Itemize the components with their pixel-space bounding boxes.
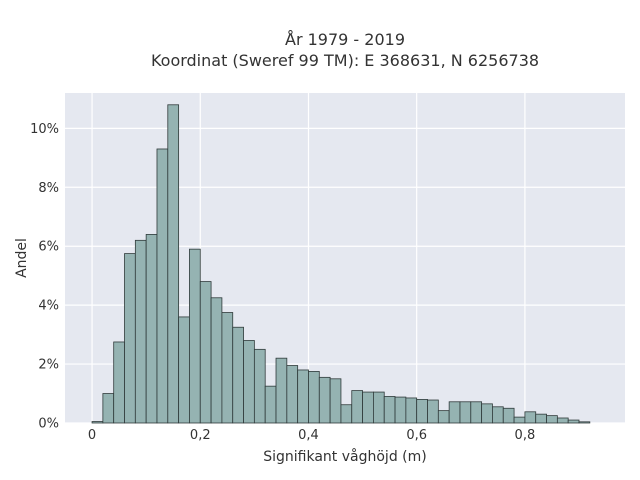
histogram-bar bbox=[199, 281, 212, 424]
y-axis-label: Andel bbox=[14, 238, 30, 278]
histogram-bar bbox=[286, 365, 299, 424]
histogram-bar bbox=[578, 421, 591, 424]
histogram-bar bbox=[351, 390, 363, 424]
bars bbox=[91, 104, 591, 424]
histogram-bar bbox=[134, 239, 147, 424]
histogram-bar bbox=[156, 148, 169, 424]
histogram-bar bbox=[383, 396, 396, 424]
histogram-bar bbox=[308, 371, 320, 424]
x-tick-label: 0,2 bbox=[190, 428, 211, 443]
histogram-bar bbox=[189, 248, 201, 424]
y-tick-label: 0% bbox=[38, 417, 59, 432]
y-tick-label: 2% bbox=[38, 358, 59, 373]
histogram-bar bbox=[362, 391, 374, 424]
y-tick-label: 8% bbox=[38, 181, 59, 196]
x-tick-label: 0,8 bbox=[515, 428, 536, 443]
x-axis-ticks: 0 0,2 0,4 0,6 0,8 bbox=[88, 428, 535, 443]
histogram-bar bbox=[437, 410, 450, 424]
histogram-bar bbox=[167, 104, 180, 424]
histogram-bar bbox=[502, 407, 515, 424]
histogram-bar bbox=[373, 391, 385, 424]
histogram-bar bbox=[91, 421, 104, 424]
histogram-bar bbox=[524, 411, 537, 424]
histogram-bar bbox=[210, 297, 223, 424]
histogram-bar bbox=[113, 341, 125, 424]
x-tick-label: 0 bbox=[88, 428, 96, 443]
x-tick-label: 0,6 bbox=[406, 428, 427, 443]
histogram-bar bbox=[448, 401, 461, 424]
histogram-bar bbox=[145, 234, 158, 424]
histogram-bar bbox=[556, 417, 569, 424]
histogram-bar bbox=[481, 403, 493, 424]
histogram-bar bbox=[535, 413, 547, 424]
histogram-bar bbox=[124, 253, 136, 424]
histogram-bar bbox=[275, 357, 288, 424]
histogram-bar bbox=[567, 419, 580, 424]
histogram-bar bbox=[264, 385, 277, 424]
y-tick-label: 4% bbox=[38, 299, 59, 314]
histogram-bar bbox=[221, 312, 234, 424]
histogram-bar bbox=[318, 376, 331, 424]
x-tick-label: 0,4 bbox=[298, 428, 319, 443]
histogram-bar bbox=[243, 340, 255, 424]
chart-title-line1: År 1979 - 2019 bbox=[285, 30, 405, 49]
y-tick-label: 10% bbox=[30, 122, 59, 137]
histogram-bar bbox=[232, 326, 244, 424]
histogram-bar bbox=[427, 399, 439, 424]
histogram-bar bbox=[416, 399, 428, 424]
histogram-bar bbox=[329, 378, 342, 424]
histogram-bar bbox=[405, 397, 418, 424]
histogram-bar bbox=[470, 401, 483, 424]
histogram-bar bbox=[513, 416, 526, 424]
histogram-bar bbox=[340, 404, 353, 424]
histogram-bar bbox=[253, 348, 266, 424]
histogram-bar bbox=[546, 415, 558, 424]
y-tick-label: 6% bbox=[38, 240, 59, 255]
histogram-bar bbox=[178, 316, 190, 424]
histogram-bar bbox=[102, 393, 115, 424]
histogram-bar bbox=[297, 369, 309, 424]
x-axis-label: Signifikant våghöjd (m) bbox=[263, 448, 426, 465]
y-axis-ticks: 0% 2% 4% 6% 8% 10% bbox=[30, 122, 59, 432]
histogram-bar bbox=[492, 406, 504, 424]
histogram-bar bbox=[394, 396, 407, 424]
histogram-bar bbox=[459, 401, 472, 424]
chart-title-line2: Koordinat (Sweref 99 TM): E 368631, N 62… bbox=[151, 51, 539, 70]
